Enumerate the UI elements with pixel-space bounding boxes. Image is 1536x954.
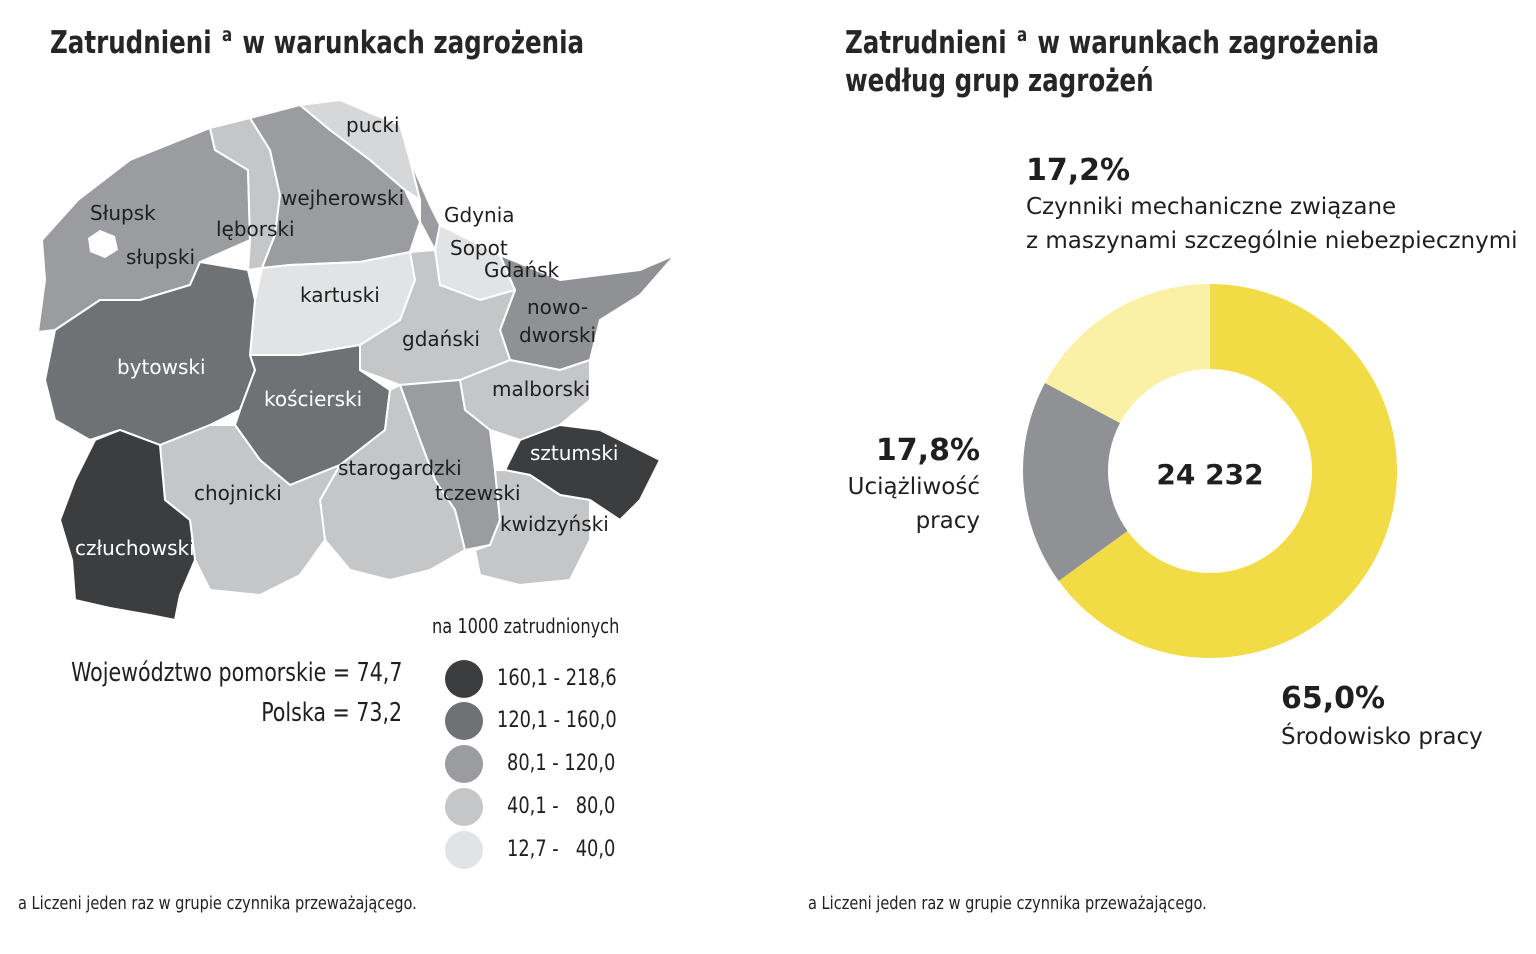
legend-item: 160,1 - 218,6 bbox=[445, 660, 617, 698]
legend-item: 80,1 - 120,0 bbox=[445, 745, 615, 783]
label-nowodworski-2: dworski bbox=[519, 323, 596, 347]
region-czluchowski bbox=[59, 429, 196, 621]
legend-swatch bbox=[445, 745, 483, 783]
donut-slice bbox=[1023, 382, 1128, 581]
legend-item: 12,7 - 40,0 bbox=[445, 831, 615, 869]
donut-slice bbox=[1045, 284, 1210, 423]
legend-swatch bbox=[445, 788, 483, 826]
donut-slices bbox=[1023, 284, 1398, 658]
slice-desc-label: Czynniki mechaniczne związane bbox=[1026, 194, 1396, 220]
legend-label: 40,1 - 80,0 bbox=[507, 794, 616, 819]
label-kartuski: kartuski bbox=[300, 283, 380, 307]
label-pucki: pucki bbox=[346, 113, 400, 137]
legend-label: 12,7 - 40,0 bbox=[507, 837, 616, 862]
right-footnote: a Liczeni jeden raz w grupie czynnika pr… bbox=[808, 893, 1207, 914]
label-slupsk: Słupsk bbox=[90, 201, 156, 225]
label-koscierski: kościerski bbox=[264, 387, 362, 411]
label-gdynia: Gdynia bbox=[444, 203, 515, 227]
left-title: Zatrudnieni a w warunkach zagrożenia bbox=[50, 24, 585, 61]
label-starogardzki: starogardzki bbox=[338, 456, 462, 480]
slice-desc-label: Środowisko pracy bbox=[1281, 722, 1483, 750]
legend-item: 120,1 - 160,0 bbox=[445, 702, 617, 740]
legend-swatch bbox=[445, 660, 483, 698]
legend-label: 80,1 - 120,0 bbox=[507, 751, 616, 776]
label-malborski: malborski bbox=[492, 377, 590, 401]
region-kwidzynski bbox=[474, 469, 591, 586]
legend-label: 120,1 - 160,0 bbox=[497, 708, 617, 733]
legend-title: na 1000 zatrudnionych bbox=[432, 614, 620, 638]
label-gdanski: gdański bbox=[402, 327, 480, 351]
label-kwidzynski: kwidzyński bbox=[500, 512, 609, 536]
label-sztumski: sztumski bbox=[530, 441, 618, 465]
label-czluchowski: człuchowski bbox=[75, 536, 195, 560]
legend-swatch bbox=[445, 831, 483, 869]
label-chojnicki: chojnicki bbox=[194, 481, 282, 505]
label-slupski: słupski bbox=[126, 245, 195, 269]
slice-desc-label: Uciążliwość bbox=[848, 474, 980, 500]
legend-swatch bbox=[445, 702, 483, 740]
slice-desc-label: z maszynami szczególnie niebezpiecznymi bbox=[1026, 228, 1518, 254]
donut-center-total: 24 232 bbox=[1156, 458, 1263, 491]
label-sopot: Sopot bbox=[450, 236, 508, 260]
slice-desc-label: pracy bbox=[916, 508, 980, 534]
stat-polska: Polska = 73,2 bbox=[261, 698, 402, 728]
slice-pct-label: 65,0% bbox=[1281, 681, 1385, 716]
slice-pct-label: 17,8% bbox=[876, 433, 980, 468]
slice-pct-label: 17,2% bbox=[1026, 153, 1130, 188]
legend-item: 40,1 - 80,0 bbox=[445, 788, 615, 826]
donut-chart: 24 232 17,2% Czynniki mechaniczne związa… bbox=[848, 153, 1518, 750]
label-nowodworski-1: nowo- bbox=[527, 295, 588, 319]
region-slupsk-city bbox=[88, 230, 118, 258]
legend-label: 160,1 - 218,6 bbox=[497, 666, 617, 691]
label-gdansk: Gdańsk bbox=[484, 258, 560, 282]
pomorskie-map: pucki Słupsk wejherowski Gdynia lęborski… bbox=[37, 99, 676, 621]
left-footnote: a Liczeni jeden raz w grupie czynnika pr… bbox=[18, 893, 417, 914]
right-title: Zatrudnieni a w warunkach zagrożenia wed… bbox=[845, 24, 1380, 99]
label-wejherowski: wejherowski bbox=[281, 186, 404, 210]
donut-slice bbox=[1058, 284, 1398, 658]
label-tczewski: tczewski bbox=[435, 481, 521, 505]
label-bytowski: bytowski bbox=[117, 355, 206, 379]
stat-wojewodztwo: Województwo pomorskie = 74,7 bbox=[70, 658, 402, 688]
label-leborski: lęborski bbox=[216, 217, 295, 241]
